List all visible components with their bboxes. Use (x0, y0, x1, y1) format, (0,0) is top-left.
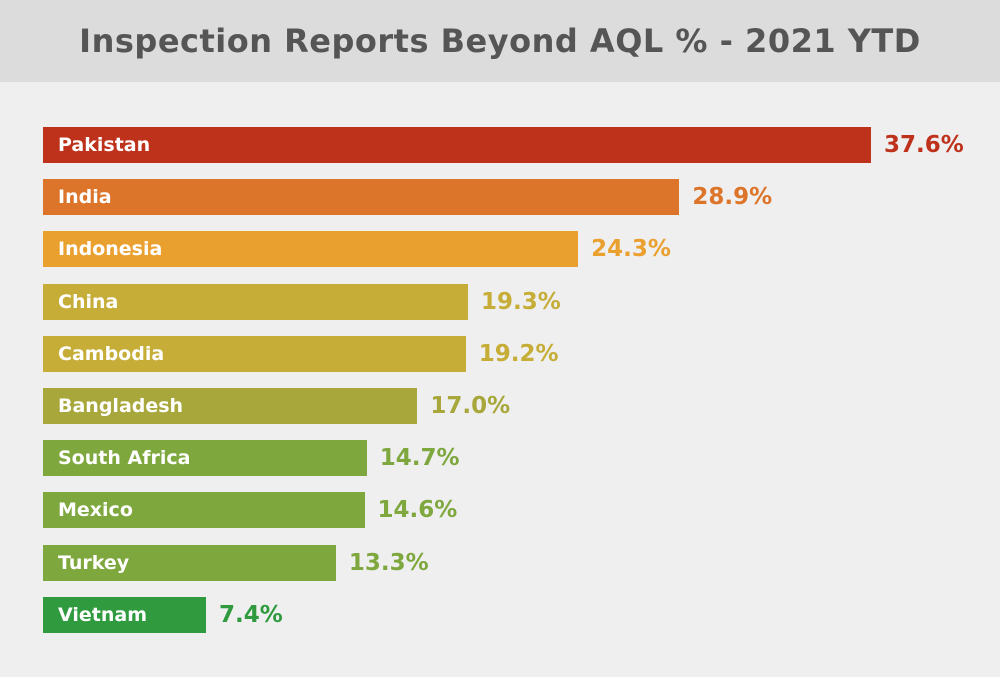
bar-category-label: Indonesia (58, 238, 163, 261)
bar-south-africa: South Africa (43, 440, 367, 477)
bar-category-label: Turkey (58, 551, 130, 574)
bar-value-label: 17.0% (430, 393, 511, 419)
bar-value-label: 28.9% (692, 184, 773, 211)
bar-value-label: 19.3% (481, 288, 561, 315)
bar-category-label: South Africa (58, 447, 191, 470)
bar-category-label: Mexico (58, 499, 133, 522)
bar-value-label: 14.7% (379, 445, 460, 472)
bar-value-label: 14.6% (377, 497, 458, 524)
bar-value-label: 24.3% (591, 236, 671, 263)
bar-category-label: China (58, 290, 119, 313)
bar-value-label: 7.4% (218, 601, 283, 628)
bar-turkey: Turkey (43, 544, 336, 581)
bar-chart: Pakistan 37.6% India 28.9% Indonesia 24.3% Chi… (0, 82, 1000, 677)
bar-value-label: 19.2% (478, 340, 559, 367)
bar-value-label: 13.3% (348, 549, 429, 576)
bar-value-label: 37.6% (884, 132, 964, 158)
chart-title: Inspection Reports Beyond AQL % - 2021 Y… (79, 22, 921, 60)
bar-category-label: Bangladesh (58, 395, 184, 417)
bar-category-label: India (58, 186, 112, 209)
bar-category-label: Vietnam (58, 603, 147, 626)
chart-header: Inspection Reports Beyond AQL % - 2021 Y… (0, 0, 1000, 82)
bar-china: China (43, 283, 468, 320)
bar-india: India (43, 179, 680, 216)
bar-cambodia: Cambodia (43, 335, 466, 372)
bar-category-label: Cambodia (58, 342, 165, 365)
bar-vietnam: Vietnam (43, 596, 206, 633)
bar-category-label: Pakistan (58, 134, 151, 156)
bar-pakistan: Pakistan (43, 127, 871, 163)
bar-indonesia: Indonesia (43, 231, 579, 268)
bar-mexico: Mexico (43, 492, 365, 529)
bar-bangladesh: Bangladesh (43, 388, 418, 424)
